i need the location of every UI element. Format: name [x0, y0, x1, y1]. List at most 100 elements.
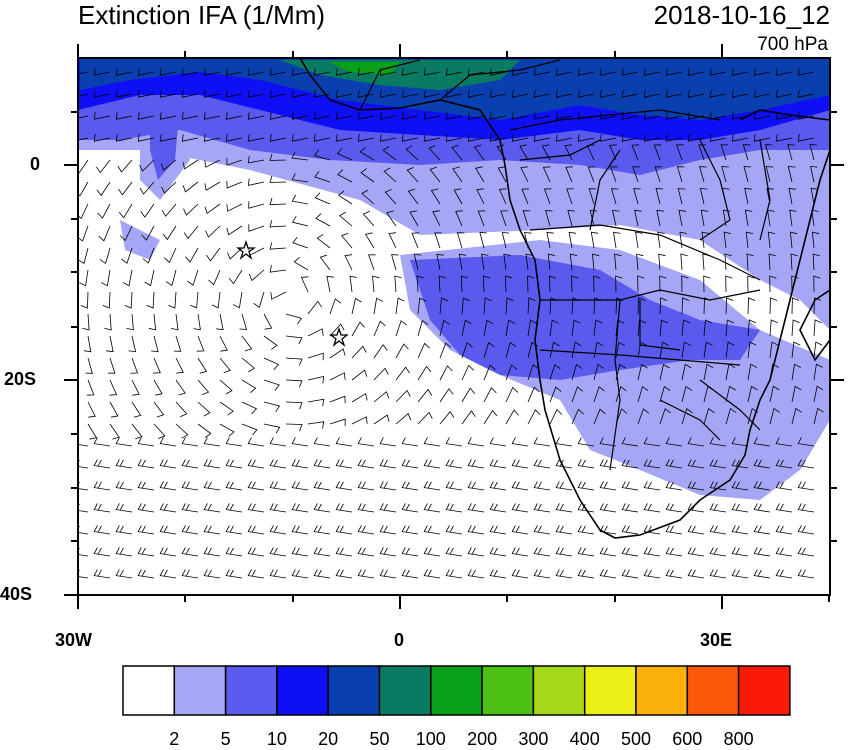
wind-barb	[775, 569, 793, 579]
wind-barb	[643, 569, 661, 579]
wind-barb	[533, 569, 551, 579]
wind-barb	[481, 253, 489, 271]
wind-barb	[313, 68, 331, 76]
wind-barb	[364, 232, 375, 249]
wind-barb	[423, 525, 441, 535]
wind-barb	[211, 291, 221, 309]
wind-barb	[335, 569, 353, 579]
wind-barb	[813, 341, 823, 359]
wind-barb	[723, 231, 732, 249]
wind-barb	[599, 459, 617, 469]
wind-barb	[621, 112, 639, 120]
wind-barb	[241, 335, 253, 352]
wind-barb	[445, 134, 463, 142]
wind-barb	[115, 547, 133, 557]
wind-barb	[809, 144, 817, 161]
wind-barb	[430, 188, 441, 205]
wind-barb	[599, 547, 617, 557]
wind-barb	[269, 68, 287, 76]
wind-barb	[203, 68, 221, 76]
wind-barb	[747, 385, 758, 403]
wind-barb	[747, 297, 756, 315]
wind-barb	[744, 209, 753, 227]
wind-barb	[791, 275, 799, 293]
wind-barb	[362, 210, 375, 227]
wind-barb	[361, 189, 375, 205]
wind-barb	[746, 253, 754, 271]
wind-barb	[747, 363, 758, 381]
wind-barb	[247, 459, 265, 469]
wind-barb	[121, 247, 133, 264]
wind-barb	[379, 547, 397, 557]
wind-barb	[790, 253, 798, 271]
wind-barb	[104, 313, 112, 331]
wind-barb	[357, 90, 375, 98]
wind-barb	[181, 481, 199, 491]
wind-barb	[269, 112, 287, 120]
wind-barb	[769, 297, 778, 315]
wind-barb	[797, 68, 815, 76]
wind-barb	[665, 112, 683, 120]
wind-barb	[269, 569, 287, 579]
wind-barb	[709, 134, 727, 142]
wind-barb	[687, 90, 705, 98]
wind-barb	[373, 367, 389, 381]
wind-barb	[599, 437, 617, 447]
wind-barb	[687, 68, 705, 76]
wind-barb	[382, 146, 397, 161]
wind-barb	[247, 569, 265, 579]
wind-barb	[621, 459, 639, 469]
wind-barb	[351, 369, 368, 381]
wind-barb	[291, 525, 309, 535]
wind-barb	[329, 348, 346, 359]
wind-barb	[429, 166, 441, 183]
wind-barb	[225, 569, 243, 579]
wind-barbs	[78, 68, 824, 579]
wind-barb	[533, 459, 551, 469]
wind-barb	[124, 291, 133, 309]
wind-barb	[567, 210, 575, 227]
wind-barb	[372, 275, 380, 293]
wind-barb	[439, 297, 449, 315]
wind-barb	[555, 569, 573, 579]
wind-barb	[182, 159, 199, 170]
wind-barb	[115, 481, 133, 491]
wind-barb	[542, 166, 551, 183]
wind-barb	[702, 253, 710, 271]
wind-barb	[753, 525, 771, 535]
wind-barb	[293, 256, 309, 271]
wind-barb	[477, 210, 486, 227]
lon-label-30w: 30W	[55, 630, 93, 650]
wind-barb	[434, 232, 442, 249]
wind-barb	[665, 481, 683, 491]
wind-barb	[417, 365, 432, 381]
wind-barb	[95, 159, 111, 174]
wind-barb	[797, 547, 815, 557]
wind-barb	[307, 352, 324, 361]
wind-barb	[549, 319, 559, 337]
wind-barb	[813, 275, 821, 293]
wind-barb	[335, 134, 353, 142]
wind-barb	[204, 203, 221, 215]
wind-barb	[291, 68, 309, 76]
wind-barb	[533, 437, 551, 447]
wind-barb	[181, 90, 199, 98]
wind-barb	[701, 231, 709, 249]
wind-barb	[511, 525, 529, 535]
wind-barb	[130, 357, 139, 374]
wind-barb	[417, 319, 429, 337]
wind-barb	[445, 90, 463, 98]
wind-barb	[489, 569, 507, 579]
wind-barb	[725, 319, 734, 337]
wind-barb	[489, 459, 507, 469]
colorbar-label: 5	[221, 729, 231, 749]
wind-barb	[248, 224, 265, 232]
wind-barb	[423, 547, 441, 557]
wind-barb	[657, 231, 665, 249]
wind-barb	[461, 387, 476, 403]
wind-barb	[621, 547, 639, 557]
wind-barb	[335, 503, 353, 513]
wind-barb	[181, 112, 199, 120]
wind-barb	[269, 525, 287, 535]
wind-barb	[505, 409, 519, 425]
